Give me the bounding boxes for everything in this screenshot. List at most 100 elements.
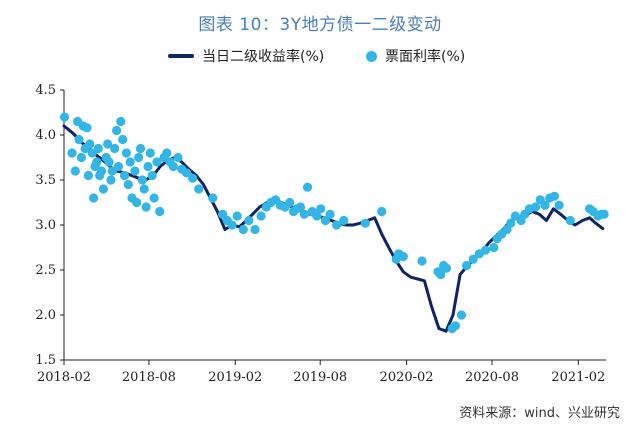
x-tick-label-0: 2018-02 [37,370,91,385]
coupon-rate-point [82,123,92,133]
coupon-rate-point [132,197,142,208]
coupon-rate-point [599,209,609,219]
coupon-rate-point [302,182,313,192]
coupon-rate-point [112,125,122,136]
coupon-rate-point [116,116,126,127]
x-tick-label-4: 2020-02 [380,370,434,385]
coupon-rate-point [155,206,165,217]
coupon-rate-point [188,173,198,183]
coupon-rate-point [123,179,133,190]
coupon-rate-point [96,166,107,176]
coupon-rate-point [103,139,113,149]
y-tick-label-5: 4.0 [35,128,56,143]
coupon-rate-point [436,269,446,280]
coupon-rate-point [238,224,248,235]
coupon-rate-point [162,148,172,158]
coupon-rate-point [549,191,560,201]
y-tick-label-0: 1.5 [35,353,56,368]
coupon-rate-point [173,152,183,163]
coupon-rate-point [417,256,427,266]
legend-dot-swatch [366,50,377,62]
coupon-rate-point [320,215,330,226]
coupon-rate-point [295,202,306,212]
chart-legend: 当日二级收益率(%) 票面利率(%) [0,46,640,70]
coupon-rate-point [59,112,70,122]
coupon-rate-point [312,211,322,221]
coupon-rate-point [360,218,370,228]
coupon-rate-point [145,148,155,158]
coupon-rate-point [92,157,102,167]
coupon-rate-point [67,148,77,158]
coupon-rate-point [106,175,116,185]
coupon-rate-point [377,206,387,217]
legend-line-swatch [168,54,194,58]
coupon-rate-point [285,197,295,208]
coupon-rate-point [121,148,131,158]
coupon-rate-point [398,251,408,262]
coupon-rate-point [208,193,218,203]
coupon-rate-point [565,215,575,226]
coupon-rate-point [339,215,349,226]
coupon-rate-point [110,143,120,154]
x-tick-label-2: 2019-02 [208,370,262,385]
coupon-rate-point [143,161,153,172]
coupon-rate-point [489,242,499,253]
coupon-rate-point [480,245,490,255]
coupon-rate-point [76,152,86,163]
coupon-rate-point [332,220,342,230]
source-note: 资料来源：wind、兴业研究 [459,406,620,421]
coupon-rate-point [104,157,114,167]
coupon-rate-point [93,143,103,154]
coupon-rate-point [137,175,147,185]
y-tick-label-2: 2.5 [35,263,56,278]
coupon-rate-point [113,161,123,172]
coupon-rate-point [70,166,80,176]
coupon-rate-point [83,170,93,181]
coupon-rate-point [147,170,157,181]
y-tick-label-1: 2.0 [35,308,56,323]
coupon-rate-point [316,204,326,214]
coupon-rate-point [325,209,335,219]
legend-label-line: 当日二级收益率(%) [202,49,325,65]
series-line-secondary-yield [62,124,605,333]
coupon-rate-point [134,152,144,163]
y-tick-label-6: 4.5 [35,83,56,98]
coupon-rate-point [540,200,550,210]
coupon-rate-point [232,211,242,221]
coupon-rate-point [244,215,254,226]
coupon-rate-point [119,170,130,181]
coupon-rate-point [218,209,228,219]
coupon-rate-point [456,310,467,320]
legend-label-dots: 票面利率(%) [385,49,466,65]
coupon-rate-point [125,157,135,167]
coupon-rate-point [531,202,541,212]
coupon-rate-point [462,260,472,271]
y-tick-label-4: 3.5 [35,173,56,188]
coupon-rate-point [250,224,260,235]
line-scatter-chart: 1.5 2.0 2.5 3.0 3.5 4.0 4.5 2018-02 2018-08 2019-… [35,83,609,385]
x-tick-label-1: 2018-08 [122,370,176,385]
x-tick-label-3: 2019-08 [293,370,347,385]
coupon-rate-point [74,134,84,145]
coupon-rate-point [450,321,460,331]
coupon-rate-point [135,143,146,154]
coupon-rate-point [98,184,108,194]
x-tick-label-6: 2021-02 [551,370,605,385]
coupon-rate-point [227,220,237,230]
coupon-rate-point [299,209,309,219]
x-tick-label-5: 2020-08 [465,370,519,385]
coupon-rate-point [181,168,192,178]
coupon-rate-point [89,193,99,203]
coupon-rate-point [194,184,204,194]
coupon-rate-point [118,134,128,145]
coupon-rate-point [168,161,178,172]
coupon-rate-point [256,211,266,221]
coupon-rate-point [149,193,159,203]
coupon-rate-point [554,200,564,210]
page-title: 图表 10：3Y地方债一二级变动 [198,15,442,35]
coupon-rate-point [141,202,151,212]
y-tick-label-3: 3.0 [35,218,56,233]
coupon-rate-point [506,218,516,228]
coupon-rate-point [441,263,452,273]
coupon-rate-point [468,254,478,264]
